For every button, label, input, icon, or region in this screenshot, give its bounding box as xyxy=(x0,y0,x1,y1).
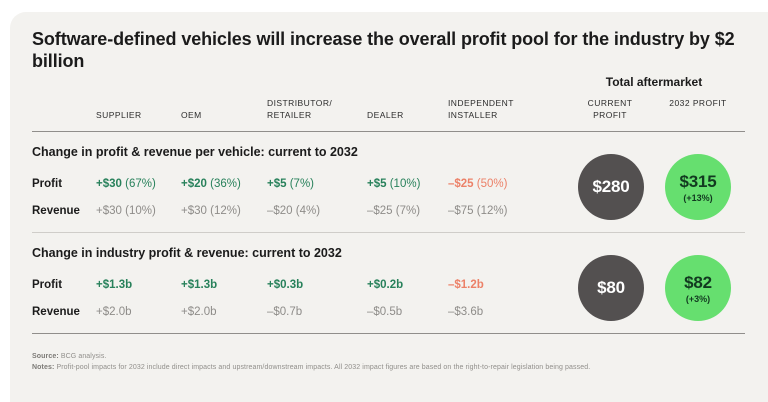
value-pct: (4%) xyxy=(295,204,321,217)
section-per-vehicle: Change in profit & revenue per vehicle: … xyxy=(32,132,745,232)
revenue-row: Revenue +$30 (10%) +$30 (12%) –$20 (4%) … xyxy=(32,197,745,224)
value-cell: +$5 (7%) xyxy=(267,178,367,190)
source-line: Source: BCG analysis. xyxy=(32,352,745,363)
value-amount: –$3.6b xyxy=(448,305,484,318)
aftermarket-headers: CURRENT PROFIT 2032 PROFIT xyxy=(577,97,731,123)
value-cell: +$1.3b xyxy=(181,279,267,291)
value-amount: +$2.0b xyxy=(181,305,217,318)
value-amount: –$20 xyxy=(267,204,293,217)
column-headers: SUPPLIER OEM DISTRIBUTOR/ RETAILER DEALE… xyxy=(32,97,558,123)
notes-label: Notes: xyxy=(32,363,55,371)
row-label-profit: Profit xyxy=(32,177,63,190)
value-cell: +$20 (36%) xyxy=(181,178,267,190)
divider xyxy=(32,333,745,334)
circle-value: $80 xyxy=(597,278,625,297)
column-header-oem: OEM xyxy=(181,110,202,121)
circle-value: $280 xyxy=(592,177,630,196)
column-header-dealer: DEALER xyxy=(367,110,404,121)
circle-value: $82 xyxy=(684,272,712,292)
value-cell: –$0.5b xyxy=(367,306,448,318)
value-amount: –$75 xyxy=(448,204,474,217)
column-header-independent-installer: INDEPENDENT INSTALLER xyxy=(448,97,514,121)
profit-row: Profit +$30 (67%) +$20 (36%) +$5 (7%) +$… xyxy=(32,170,745,197)
value-amount: +$5 xyxy=(267,177,287,190)
exhibit-card: Software-defined vehicles will increase … xyxy=(10,12,768,402)
footnotes: Source: BCG analysis. Notes: Profit-pool… xyxy=(32,352,745,374)
source-label: Source: xyxy=(32,353,59,360)
divider xyxy=(32,131,745,132)
aftermarket-circles: $280 $315 (+13%) xyxy=(578,154,731,220)
value-pct: (67%) xyxy=(125,177,156,190)
row-label-revenue: Revenue xyxy=(32,204,80,217)
value-pct: (12%) xyxy=(210,204,241,217)
section-title: Change in industry profit & revenue: cur… xyxy=(32,246,342,260)
section-industry: Change in industry profit & revenue: cur… xyxy=(32,233,745,333)
section-title: Change in profit & revenue per vehicle: … xyxy=(32,145,358,159)
value-pct: (36%) xyxy=(210,177,241,190)
value-cell: +$2.0b xyxy=(96,306,181,318)
value-amount: +$0.2b xyxy=(367,278,404,291)
circle-change: (+13%) xyxy=(683,192,713,203)
value-amount: –$25 xyxy=(367,204,393,217)
value-cell: +$1.3b xyxy=(96,279,181,291)
profit-row: Profit +$1.3b +$1.3b +$0.3b +$0.2b –$1.2… xyxy=(32,271,745,298)
value-amount: +$30 xyxy=(96,204,122,217)
profit-2032-circle: $82 (+3%) xyxy=(665,255,731,321)
table-header: Total aftermarket SUPPLIER OEM DISTRIBUT… xyxy=(32,72,745,131)
value-cell: –$75 (12%) xyxy=(448,205,558,217)
value-cell: +$0.3b xyxy=(267,279,367,291)
value-cell: –$25 (7%) xyxy=(367,205,448,217)
value-amount: –$1.2b xyxy=(448,278,484,291)
value-cell: –$0.7b xyxy=(267,306,367,318)
aftermarket-circles: $80 $82 (+3%) xyxy=(578,255,731,321)
value-pct: (10%) xyxy=(389,177,421,190)
value-pct: (7%) xyxy=(395,204,421,217)
value-cell: –$20 (4%) xyxy=(267,205,367,217)
value-cell: +$30 (67%) xyxy=(96,178,181,190)
value-amount: +$30 xyxy=(181,204,207,217)
value-pct: (10%) xyxy=(125,204,156,217)
divider xyxy=(32,232,745,233)
value-cell: +$30 (10%) xyxy=(96,205,181,217)
value-amount: +$30 xyxy=(96,177,122,190)
value-pct: (7%) xyxy=(289,177,314,190)
value-amount: +$1.3b xyxy=(96,278,133,291)
value-amount: +$1.3b xyxy=(181,278,218,291)
value-pct: (50%) xyxy=(476,177,508,190)
value-cell: +$30 (12%) xyxy=(181,205,267,217)
total-aftermarket-title: Total aftermarket xyxy=(605,75,703,89)
circle-value: $315 xyxy=(679,171,717,191)
value-cell: –$25 (50%) xyxy=(448,178,558,190)
column-header-current-profit: CURRENT PROFIT xyxy=(587,97,633,121)
value-amount: –$0.5b xyxy=(367,305,403,318)
column-header-supplier: SUPPLIER xyxy=(96,110,142,121)
value-cell: –$3.6b xyxy=(448,306,558,318)
value-amount: +$2.0b xyxy=(96,305,132,318)
value-cell: +$0.2b xyxy=(367,279,448,291)
revenue-row: Revenue +$2.0b +$2.0b –$0.7b –$0.5b –$3.… xyxy=(32,298,745,325)
value-amount: +$5 xyxy=(367,177,387,190)
value-amount: –$0.7b xyxy=(267,305,303,318)
value-amount: +$20 xyxy=(181,177,207,190)
profit-2032-circle: $315 (+13%) xyxy=(665,154,731,220)
value-amount: –$25 xyxy=(448,177,474,190)
current-profit-circle: $80 xyxy=(578,255,644,321)
column-header-2032-profit: 2032 PROFIT xyxy=(669,97,727,108)
row-label-revenue: Revenue xyxy=(32,305,80,318)
exhibit-title: Software-defined vehicles will increase … xyxy=(32,29,735,71)
value-cell: +$5 (10%) xyxy=(367,178,448,190)
value-pct: (12%) xyxy=(476,204,508,217)
notes-text: Profit-pool impacts for 2032 include dir… xyxy=(56,363,591,371)
current-profit-circle: $280 xyxy=(578,154,644,220)
value-cell: –$1.2b xyxy=(448,279,558,291)
circle-change: (+3%) xyxy=(685,293,711,304)
source-text: BCG analysis. xyxy=(60,353,107,360)
value-cell: +$2.0b xyxy=(181,306,267,318)
notes-line: Notes: Profit-pool impacts for 2032 incl… xyxy=(32,363,745,374)
column-header-distributor-retailer: DISTRIBUTOR/ RETAILER xyxy=(267,97,333,121)
value-amount: +$0.3b xyxy=(267,278,304,291)
row-label-profit: Profit xyxy=(32,278,63,291)
